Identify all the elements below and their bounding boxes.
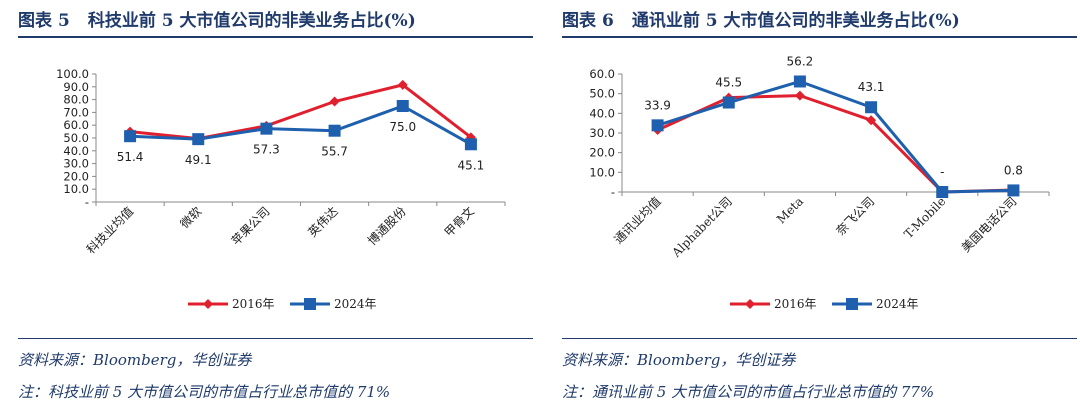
x-category-label: Meta [774, 194, 806, 226]
x-category-label: 美国电话公司 [959, 194, 1020, 255]
legend-label-2024: 2024年 [876, 297, 919, 311]
x-category-label: 英伟达 [305, 204, 340, 239]
data-label: 45.1 [458, 158, 485, 172]
data-label: - [940, 165, 944, 179]
y-tick-label: 50.0 [63, 131, 89, 145]
x-category-label: 博通股份 [364, 204, 409, 249]
y-tick-label: 100.0 [56, 67, 89, 81]
point-2024 [722, 96, 735, 109]
series-line-2016 [656, 94, 1014, 194]
series-line-2024 [657, 79, 1014, 194]
y-tick-label: 50.0 [589, 87, 615, 101]
y-tick-label: 20.0 [589, 146, 615, 160]
y-tick-label: 30.0 [63, 157, 89, 171]
point-2024 [865, 101, 878, 114]
figure-6-top-rule [562, 36, 1077, 38]
data-label: 0.8 [1004, 163, 1023, 177]
data-label: 43.1 [858, 80, 885, 94]
x-category-label: 通讯业均值 [611, 194, 664, 247]
data-label: 55.7 [321, 145, 348, 159]
figure-5-prefix: 图表 [18, 11, 52, 31]
data-label: 33.9 [644, 98, 671, 112]
figure-5-source: 资料来源：Bloomberg，华创证券 [18, 351, 252, 369]
figure-5-bottom-rule [18, 338, 533, 339]
figure-6-title: 图表 6 通讯业前 5 大市值公司的非美业务占比(%) [562, 6, 1077, 32]
point-2024 [936, 186, 949, 198]
figure-6-note: 注：通讯业前 5 大市值公司的市值占行业总市值的 77% [562, 383, 935, 401]
x-category-label: 科技业均值 [83, 204, 136, 257]
data-label: 57.3 [253, 143, 280, 157]
point-2016 [397, 79, 408, 90]
figure-5-note: 注：科技业前 5 大市值公司的市值占行业总市值的 71% [18, 383, 391, 401]
figure-5-title-text: 科技业前 5 大市值公司的非美业务占比(%) [87, 11, 416, 31]
point-2024 [464, 138, 477, 151]
y-tick-label: - [85, 195, 89, 209]
x-category-label: 微软 [177, 204, 204, 231]
y-tick-label: - [611, 185, 615, 199]
point-2024 [1007, 184, 1020, 197]
legend-marker-2016 [203, 299, 213, 309]
figure-5-number: 5 [58, 11, 70, 31]
y-tick-label: 70.0 [63, 105, 89, 119]
data-label: 51.4 [117, 150, 144, 164]
data-label: 45.5 [715, 76, 742, 90]
x-category-label: 甲骨文 [441, 204, 477, 240]
point-2024 [396, 100, 409, 112]
data-label: 56.2 [787, 54, 814, 68]
y-tick-label: 30.0 [589, 126, 615, 140]
figure-6-number: 6 [602, 11, 614, 31]
legend-label-2016: 2016年 [232, 297, 275, 311]
figure-6-source: 资料来源：Bloomberg，华创证券 [562, 351, 796, 369]
x-category-label: Alphabet公司 [669, 194, 735, 260]
y-tick-label: 90.0 [63, 80, 89, 94]
point-2024 [328, 124, 341, 137]
figure-5-title: 图表 5 科技业前 5 大市值公司的非美业务占比(%) [18, 6, 533, 32]
figure-6-prefix: 图表 [562, 11, 596, 31]
series-line-2024 [130, 104, 472, 146]
point-2024 [124, 130, 137, 143]
point-2024 [793, 75, 806, 88]
legend-marker-2024 [304, 298, 316, 310]
x-category-label: T-Mobile [901, 194, 948, 241]
point-2024 [651, 119, 664, 132]
legend-label-2016: 2016年 [774, 297, 817, 311]
y-tick-label: 40.0 [589, 106, 615, 120]
point-2016 [794, 90, 805, 101]
y-tick-label: 40.0 [63, 144, 89, 158]
y-tick-label: 60.0 [63, 118, 89, 132]
figure-5-top-rule [18, 36, 533, 38]
x-category-label: 奈飞公司 [833, 194, 877, 238]
figure-5-chart: 100.090.080.070.060.050.040.030.020.010.… [56, 67, 506, 311]
y-tick-label: 80.0 [63, 93, 89, 107]
y-tick-label: 20.0 [63, 169, 89, 183]
legend-marker-2024 [846, 298, 858, 310]
figure-6-bottom-rule [562, 338, 1077, 339]
figure-6-chart: 60.050.040.030.020.010.0-通讯业均值 Alphabet公司… [589, 54, 1050, 311]
y-tick-label: 60.0 [589, 67, 615, 81]
y-tick-label: 10.0 [63, 182, 89, 196]
figure-5-panel: 图表 5 科技业前 5 大市值公司的非美业务占比(%) 100.0 90.0 80.0 7… [18, 0, 533, 415]
x-category-label: 苹果公司 [229, 204, 273, 248]
y-tick-label: 10.0 [589, 165, 615, 179]
figure-6-title-text: 通讯业前 5 大市值公司的非美业务占比(%) [631, 11, 960, 31]
point-2016 [866, 115, 877, 126]
data-label: 75.0 [389, 120, 416, 134]
point-2016 [329, 96, 340, 107]
point-2024 [192, 133, 205, 146]
data-label: 49.1 [185, 153, 212, 167]
figure-6-panel: 图表 6 通讯业前 5 大市值公司的非美业务占比(%) 60.0 50.0 40.0 30… [562, 0, 1077, 415]
legend-marker-2016 [745, 299, 755, 309]
point-2024 [260, 122, 273, 135]
legend-label-2024: 2024年 [334, 297, 377, 311]
